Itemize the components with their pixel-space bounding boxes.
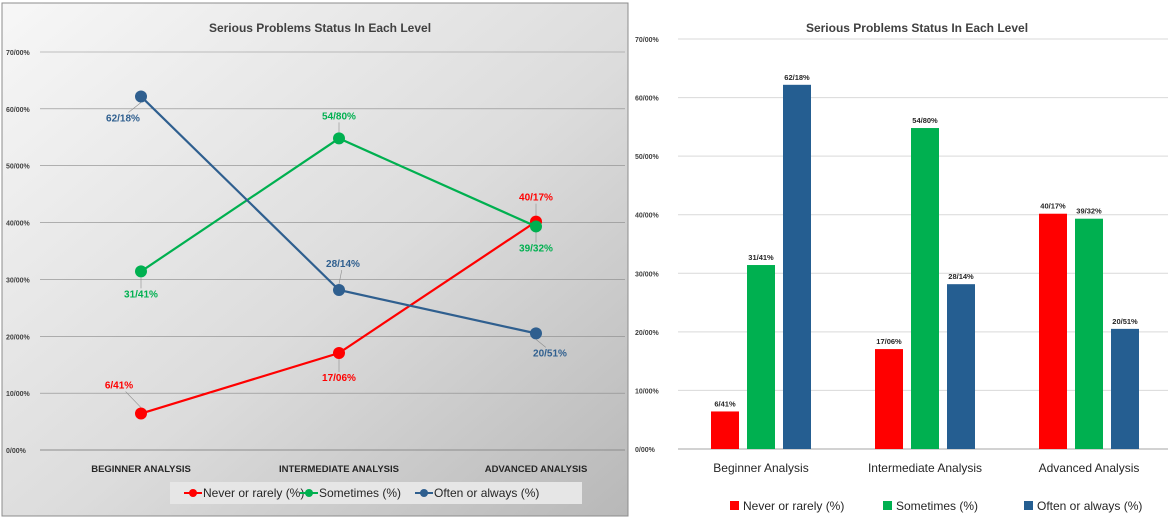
data-label: 31/41% <box>748 253 774 262</box>
x-category-label: Advanced Analysis <box>1039 461 1140 475</box>
y-tick-label: 10/00% <box>635 388 660 395</box>
data-label: 6/41% <box>105 381 133 392</box>
data-label: 62/18% <box>106 113 140 124</box>
line-chart-background <box>1 2 629 517</box>
data-label: 54/80% <box>322 111 356 122</box>
bar <box>711 411 739 449</box>
x-category-label: BEGINNER ANALYSIS <box>91 464 191 475</box>
data-point <box>333 347 345 360</box>
y-tick-label: 30/00% <box>635 271 660 278</box>
bar-chart-panel: Serious Problems Status In Each Level 0/… <box>632 0 1172 518</box>
data-label-leader <box>338 269 343 285</box>
data-label: 20/51% <box>533 348 567 359</box>
data-point <box>135 90 147 103</box>
data-point <box>333 284 345 297</box>
x-category-label: Intermediate Analysis <box>868 461 982 475</box>
line-chart: Serious Problems Status In Each Level 0/… <box>1 2 629 517</box>
data-label: 62/18% <box>784 73 810 82</box>
y-tick-label: 50/00% <box>635 154 660 161</box>
y-tick-label: 50/00% <box>6 164 31 171</box>
y-tick-label: 40/00% <box>6 221 31 228</box>
y-tick-label: 0/00% <box>6 448 27 455</box>
y-tick-label: 70/00% <box>635 37 660 44</box>
data-label-leader <box>535 339 546 348</box>
data-label: 31/41% <box>124 289 158 300</box>
data-label: 20/51% <box>1112 317 1138 326</box>
legend-label: Never or rarely (%) <box>743 499 844 513</box>
bar <box>1039 213 1067 449</box>
data-label: 40/17% <box>519 193 553 204</box>
line-chart-title: Serious Problems Status In Each Level <box>209 21 431 35</box>
legend-label: Sometimes (%) <box>896 499 978 513</box>
y-tick-label: 60/00% <box>635 96 660 103</box>
y-tick-label: 60/00% <box>6 107 31 114</box>
data-label-leader <box>125 391 142 408</box>
data-label: 39/32% <box>1076 207 1102 216</box>
legend-box <box>170 482 582 504</box>
bar <box>783 84 811 449</box>
y-tick-label: 20/00% <box>635 330 660 337</box>
legend-label: Often or always (%) <box>1037 499 1142 513</box>
y-tick-label: 70/00% <box>6 50 31 57</box>
data-label: 17/06% <box>322 373 356 384</box>
data-label: 39/32% <box>519 243 553 254</box>
data-point <box>530 220 542 233</box>
legend-marker <box>189 489 197 497</box>
data-point <box>333 132 345 145</box>
bar <box>911 128 939 449</box>
legend-swatch <box>730 501 739 510</box>
data-label-leader <box>128 102 142 113</box>
data-label: 28/14% <box>948 272 974 281</box>
y-tick-label: 20/00% <box>6 334 31 341</box>
data-label: 6/41% <box>714 399 736 408</box>
data-label: 28/14% <box>326 259 360 270</box>
bar <box>875 349 903 449</box>
legend-label: Sometimes (%) <box>319 486 401 500</box>
bar <box>1111 328 1139 449</box>
bar <box>747 265 775 449</box>
legend-swatch <box>883 501 892 510</box>
y-tick-label: 0/00% <box>635 447 656 454</box>
data-label: 17/06% <box>876 337 902 346</box>
y-tick-label: 30/00% <box>6 277 31 284</box>
x-category-label: Beginner Analysis <box>713 461 808 475</box>
bar <box>947 284 975 449</box>
data-point <box>530 327 542 340</box>
legend-label: Never or rarely (%) <box>203 486 304 500</box>
data-point <box>135 265 147 278</box>
bar-chart-title: Serious Problems Status In Each Level <box>806 21 1028 35</box>
data-point <box>135 407 147 420</box>
x-category-label: ADVANCED ANALYSIS <box>485 464 588 475</box>
legend-label: Often or always (%) <box>434 486 539 500</box>
y-tick-label: 10/00% <box>6 391 31 398</box>
data-label: 54/80% <box>912 116 938 125</box>
y-tick-label: 40/00% <box>635 213 660 220</box>
x-category-label: INTERMEDIATE ANALYSIS <box>279 464 399 475</box>
data-label: 40/17% <box>1040 202 1066 211</box>
legend-marker <box>420 489 428 497</box>
bar <box>1075 218 1103 449</box>
legend-marker <box>305 489 313 497</box>
legend-swatch <box>1024 501 1033 510</box>
line-chart-panel: Serious Problems Status In Each Level 0/… <box>1 2 629 517</box>
bar-chart: Serious Problems Status In Each Level 0/… <box>635 21 1168 513</box>
